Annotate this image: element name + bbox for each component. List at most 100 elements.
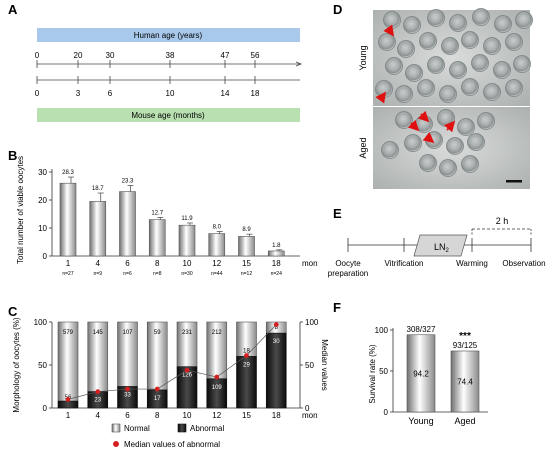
human-age-bar xyxy=(37,28,300,42)
oocyte-core xyxy=(474,10,488,24)
panel-d: D Young Aged xyxy=(333,2,533,189)
panel-b-chart: 0 10 20 30 28.3 1 n=27 18.7 4 n=9 23.3 6 n=6 12.7 8 n=8… xyxy=(38,168,317,277)
mouse-tick-label: 10 xyxy=(166,89,175,98)
c-category-label: 12 xyxy=(212,411,221,420)
red-arrows xyxy=(375,24,456,144)
c-y2tick-label: 100 xyxy=(305,318,319,327)
oocyte-core xyxy=(406,136,420,150)
c-median-line xyxy=(67,324,277,400)
c-abnormal-count: 109 xyxy=(212,385,223,391)
c-unit-label: mon xyxy=(302,411,318,420)
f-ytick-label: 0 xyxy=(384,408,389,417)
f-value-label: 74.4 xyxy=(457,377,473,386)
legend-normal-label: Normal xyxy=(124,424,150,433)
b-bar xyxy=(89,201,107,257)
oocyte-core xyxy=(419,81,433,95)
c-abnormal-count: 23 xyxy=(94,398,101,404)
f-category-label: Young xyxy=(408,416,433,426)
b-category-label: 8 xyxy=(155,259,160,268)
c-normal-count: 231 xyxy=(182,330,193,336)
c-y2label: Median values xyxy=(320,339,329,391)
panel-c: C Morphology of oocytes (%) Median values… xyxy=(8,304,329,449)
oocyte-core xyxy=(495,63,509,77)
panel-c-label: C xyxy=(8,304,18,319)
c-median-point xyxy=(95,389,101,395)
c-abnormal-count: 29 xyxy=(243,362,250,368)
mouse-tick-label: 14 xyxy=(221,89,230,98)
panel-e: E LN2 2 h Oocyte preparation Vitrificati… xyxy=(328,206,546,278)
c-bar-abnormal xyxy=(57,400,79,409)
axis-arrow xyxy=(295,61,303,67)
b-n-label: n=24 xyxy=(271,271,282,277)
b-category-label: 1 xyxy=(66,259,71,268)
oocyte-core xyxy=(397,87,411,101)
f-significance: *** xyxy=(459,331,471,342)
b-category-label: 15 xyxy=(242,259,251,268)
c-bar-abnormal xyxy=(176,366,198,409)
oocyte-core xyxy=(485,85,499,99)
mouse-tick-label: 6 xyxy=(108,89,113,98)
c-abnormal-count: 126 xyxy=(182,373,193,379)
red-arrow xyxy=(444,120,456,133)
c-median-point xyxy=(125,386,130,392)
b-data-label: 8.9 xyxy=(242,227,251,233)
oocyte-core xyxy=(451,63,465,77)
c-category-label: 6 xyxy=(125,411,130,420)
panel-f: F Survival rate (%) 0 50 100 94.2 308/327 You… xyxy=(333,300,488,426)
b-data-label: 8.0 xyxy=(213,224,222,230)
b-unit-label: mon xyxy=(302,259,318,268)
b-bar xyxy=(267,250,285,257)
b-n-label: n=12 xyxy=(241,271,252,277)
red-arrow xyxy=(422,132,435,144)
oocyte-core xyxy=(463,157,477,171)
oocyte-core xyxy=(441,161,455,175)
mouse-tick-label: 0 xyxy=(35,89,40,98)
ln2-box xyxy=(413,234,468,257)
c-category-label: 18 xyxy=(272,411,281,420)
b-bar xyxy=(59,182,77,257)
b-n-label: n=27 xyxy=(62,271,73,277)
f-bar xyxy=(450,350,480,413)
young-oocytes xyxy=(375,8,533,103)
oocyte-core xyxy=(407,66,421,80)
oocyte-core xyxy=(429,11,443,25)
oocyte-core xyxy=(421,156,435,170)
b-category-label: 10 xyxy=(183,259,192,268)
panel-b-label: B xyxy=(8,148,17,163)
c-normal-count: 579 xyxy=(63,330,74,336)
legend-median-label: Median values of abnormal xyxy=(124,440,220,449)
c-normal-count: 18 xyxy=(243,348,250,354)
panel-a: A Human age (years) 0 20 30 38 47 56 0 3 6 10 14 18… xyxy=(8,2,303,122)
b-data-label: 28.3 xyxy=(62,170,74,176)
b-bar xyxy=(238,236,255,257)
step-observation: Observation xyxy=(502,259,545,268)
c-normal-count: 212 xyxy=(212,330,223,336)
oocyte-core xyxy=(463,80,477,94)
human-tick-label: 38 xyxy=(166,51,175,60)
oocyte-core xyxy=(517,13,531,27)
f-category-label: Aged xyxy=(454,416,475,426)
oocyte-core xyxy=(485,39,499,53)
c-median-point xyxy=(184,367,190,373)
b-category-label: 12 xyxy=(212,259,221,268)
oocyte-core xyxy=(473,56,487,70)
b-ytick-label: 10 xyxy=(38,224,47,233)
oocyte-core xyxy=(451,16,465,30)
b-ytick-label: 20 xyxy=(38,196,47,205)
b-data-label: 1.8 xyxy=(272,243,281,249)
c-normal-count: 107 xyxy=(122,330,133,336)
red-arrow xyxy=(417,110,430,123)
b-category-label: 6 xyxy=(125,259,130,268)
b-ytick-label: 30 xyxy=(38,168,47,177)
f-bar xyxy=(406,334,436,413)
legend-abnormal-swatch xyxy=(177,423,187,433)
mouse-age-title: Mouse age (months) xyxy=(131,111,205,120)
panel-c-chart: Morphology of oocytes (%) Median values 0 5… xyxy=(12,317,329,449)
c-normal-count: 59 xyxy=(154,330,161,336)
oocyte-core xyxy=(387,59,401,73)
oocyte-core xyxy=(443,39,457,53)
c-median-point xyxy=(154,386,160,392)
c-y2tick-label: 50 xyxy=(305,361,314,370)
f-count-label: 308/327 xyxy=(407,325,436,334)
mouse-tick-label: 18 xyxy=(251,89,260,98)
